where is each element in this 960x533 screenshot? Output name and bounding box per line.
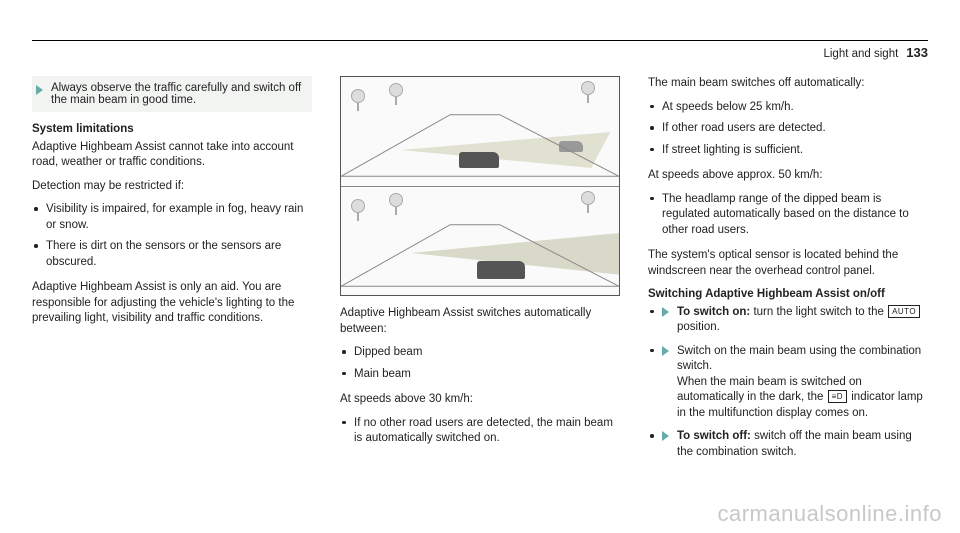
chevron-icon [662,307,669,317]
list-item: Visibility is impaired, for example in f… [32,202,312,233]
list-item: Dipped beam [340,345,620,361]
body-text: Adaptive Highbeam Assist cannot take int… [32,140,312,171]
column-1: Always observe the traffic carefully and… [32,76,312,470]
heading-switching: Switching Adaptive Highbeam Assist on/of… [648,287,928,303]
highbeam-illustration [340,76,620,296]
chevron-icon [662,431,669,441]
body-text: At speeds above approx. 50 km/h: [648,168,928,184]
list-item: If other road users are detected. [648,121,928,137]
chevron-icon [662,346,669,356]
list-item: At speeds below 25 km/h. [648,100,928,116]
list-item: If no other road users are detected, the… [340,416,620,447]
bullet-list: Visibility is impaired, for example in f… [32,202,312,270]
instruction-text: To switch off: switch off the main beam … [677,429,928,460]
page-header: Light and sight 133 [32,45,928,60]
instruction-item: To switch off: switch off the main beam … [648,429,928,460]
body-text: Adaptive Highbeam Assist switches automa… [340,306,620,337]
bullet-list: If no other road users are detected, the… [340,416,620,447]
instruction-text: Switch on the main beam using the combin… [677,344,928,422]
bullet-list: The headlamp range of the dipped beam is… [648,192,928,239]
heading-system-limitations: System limitations [32,122,312,138]
bullet-list: At speeds below 25 km/h. If other road u… [648,100,928,159]
column-2: Adaptive Highbeam Assist switches automa… [340,76,620,470]
safety-callout: Always observe the traffic carefully and… [32,76,312,112]
body-text: Adaptive Highbeam Assist is only an aid.… [32,280,312,327]
callout-text: Always observe the traffic carefully and… [51,82,304,106]
column-3: The main beam switches off automatically… [648,76,928,470]
section-title: Light and sight [823,48,898,60]
body-text: Detection may be restricted if: [32,179,312,195]
auto-icon: AUTO [888,305,920,318]
watermark: carmanualsonline.info [717,501,942,527]
list-item: Main beam [340,367,620,383]
chevron-icon [36,85,43,95]
instruction-list: To switch on: turn the light switch to t… [648,305,928,461]
bullet-list: Dipped beam Main beam [340,345,620,382]
body-text: At speeds above 30 km/h: [340,392,620,408]
list-item: The headlamp range of the dipped beam is… [648,192,928,239]
instruction-item: Switch on the main beam using the combin… [648,344,928,422]
instruction-item: To switch on: turn the light switch to t… [648,305,928,336]
body-text: The main beam switches off automatically… [648,76,928,92]
highbeam-icon: ≡D [828,390,847,403]
instruction-text: To switch on: turn the light switch to t… [677,305,928,336]
page-number: 133 [906,45,928,60]
body-text: The system's optical sensor is located b… [648,248,928,279]
list-item: If street lighting is sufficient. [648,143,928,159]
list-item: There is dirt on the sensors or the sens… [32,239,312,270]
